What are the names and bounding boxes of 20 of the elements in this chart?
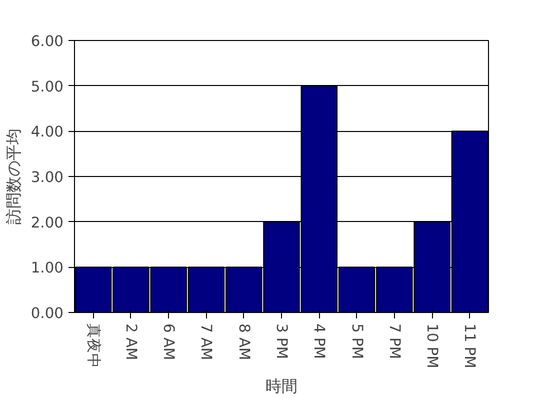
x-tick-label: 4 PM xyxy=(310,324,328,359)
x-tick-label: 3 PM xyxy=(273,324,290,359)
y-tick-label: 2.00 xyxy=(30,214,64,232)
x-tick-label: 8 AM xyxy=(235,324,252,360)
x-tick-label: 2 AM xyxy=(122,324,140,360)
y-tick-label: 0.00 xyxy=(30,305,64,322)
y-tick-label: 3.00 xyxy=(30,169,64,186)
x-axis-title: 時間 xyxy=(266,376,298,396)
y-tick-label: 6.00 xyxy=(30,33,64,50)
x-tick-label: 11 PM xyxy=(461,324,478,368)
y-tick-label: 1.00 xyxy=(30,260,64,277)
x-tick-label: 6 AM xyxy=(160,324,178,360)
x-tick-label: 5 PM xyxy=(348,324,366,359)
y-tick-label: 4.00 xyxy=(30,124,64,141)
y-axis-title: 訪問数の平均 xyxy=(4,128,23,224)
x-tick-label: 10 PM xyxy=(424,324,441,368)
x-tick-label: 7 PM xyxy=(386,324,403,359)
x-tick-label: 7 AM xyxy=(198,324,215,360)
x-tick-label: 真夜中 xyxy=(84,324,102,368)
y-tick-label: 5.00 xyxy=(30,78,64,96)
